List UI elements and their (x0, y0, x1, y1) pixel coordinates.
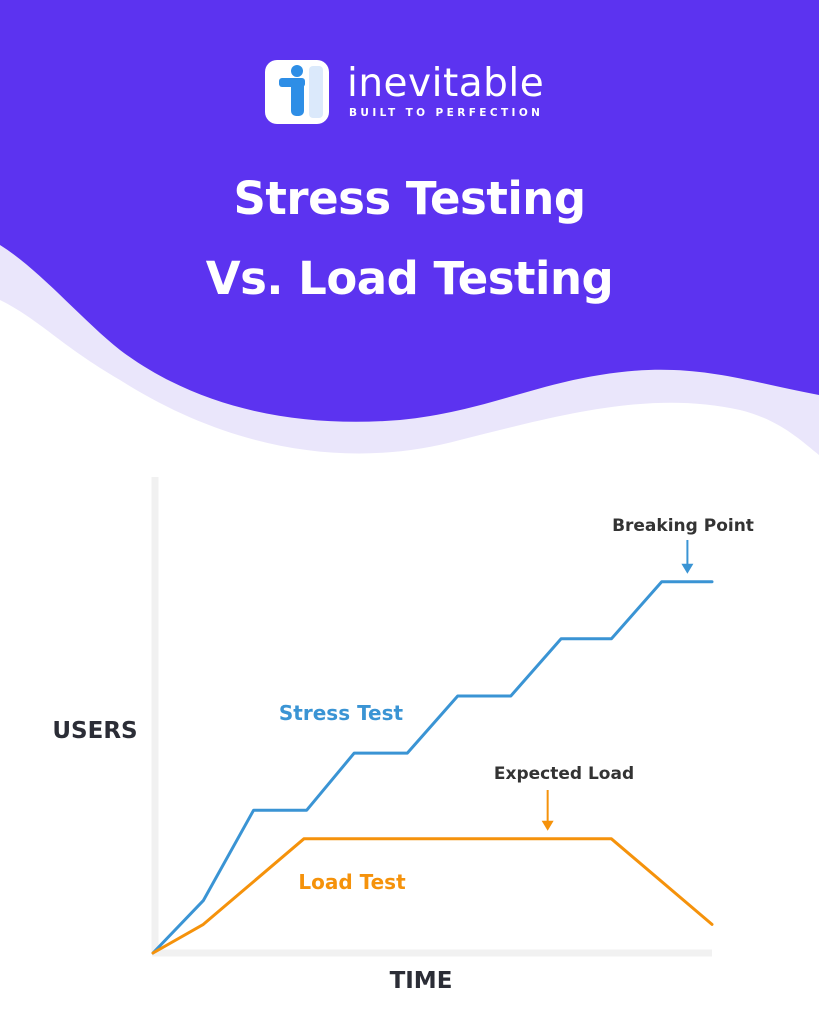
annotation-arrows (541, 540, 694, 831)
page-title-line-1: Stress Testing (233, 172, 586, 225)
brand-lockup: inevitable BUILT TO PERFECTION (265, 58, 565, 128)
load-test-label: Load Test (298, 870, 406, 894)
series-layer (151, 580, 714, 955)
page-title-line-2: Vs. Load Testing (205, 252, 614, 305)
annotation-arrow-expected-load (541, 790, 554, 831)
header-wave (0, 0, 819, 422)
y-axis-label: USERS (52, 718, 137, 744)
brand-tagline: BUILT TO PERFECTION (349, 107, 544, 119)
annotation-arrow-breaking-point (681, 540, 694, 574)
x-axis-label: TIME (390, 968, 453, 994)
stress-test-label: Stress Test (279, 701, 404, 725)
brand-name: inevitable (347, 61, 545, 106)
expected-load-annotation: Expected Load (494, 764, 634, 784)
series-line-load-test (151, 837, 714, 955)
breaking-point-annotation: Breaking Point (612, 516, 754, 536)
letter-i-logo-icon (279, 65, 323, 118)
logo (265, 60, 329, 124)
series-line-stress-test (151, 580, 714, 955)
